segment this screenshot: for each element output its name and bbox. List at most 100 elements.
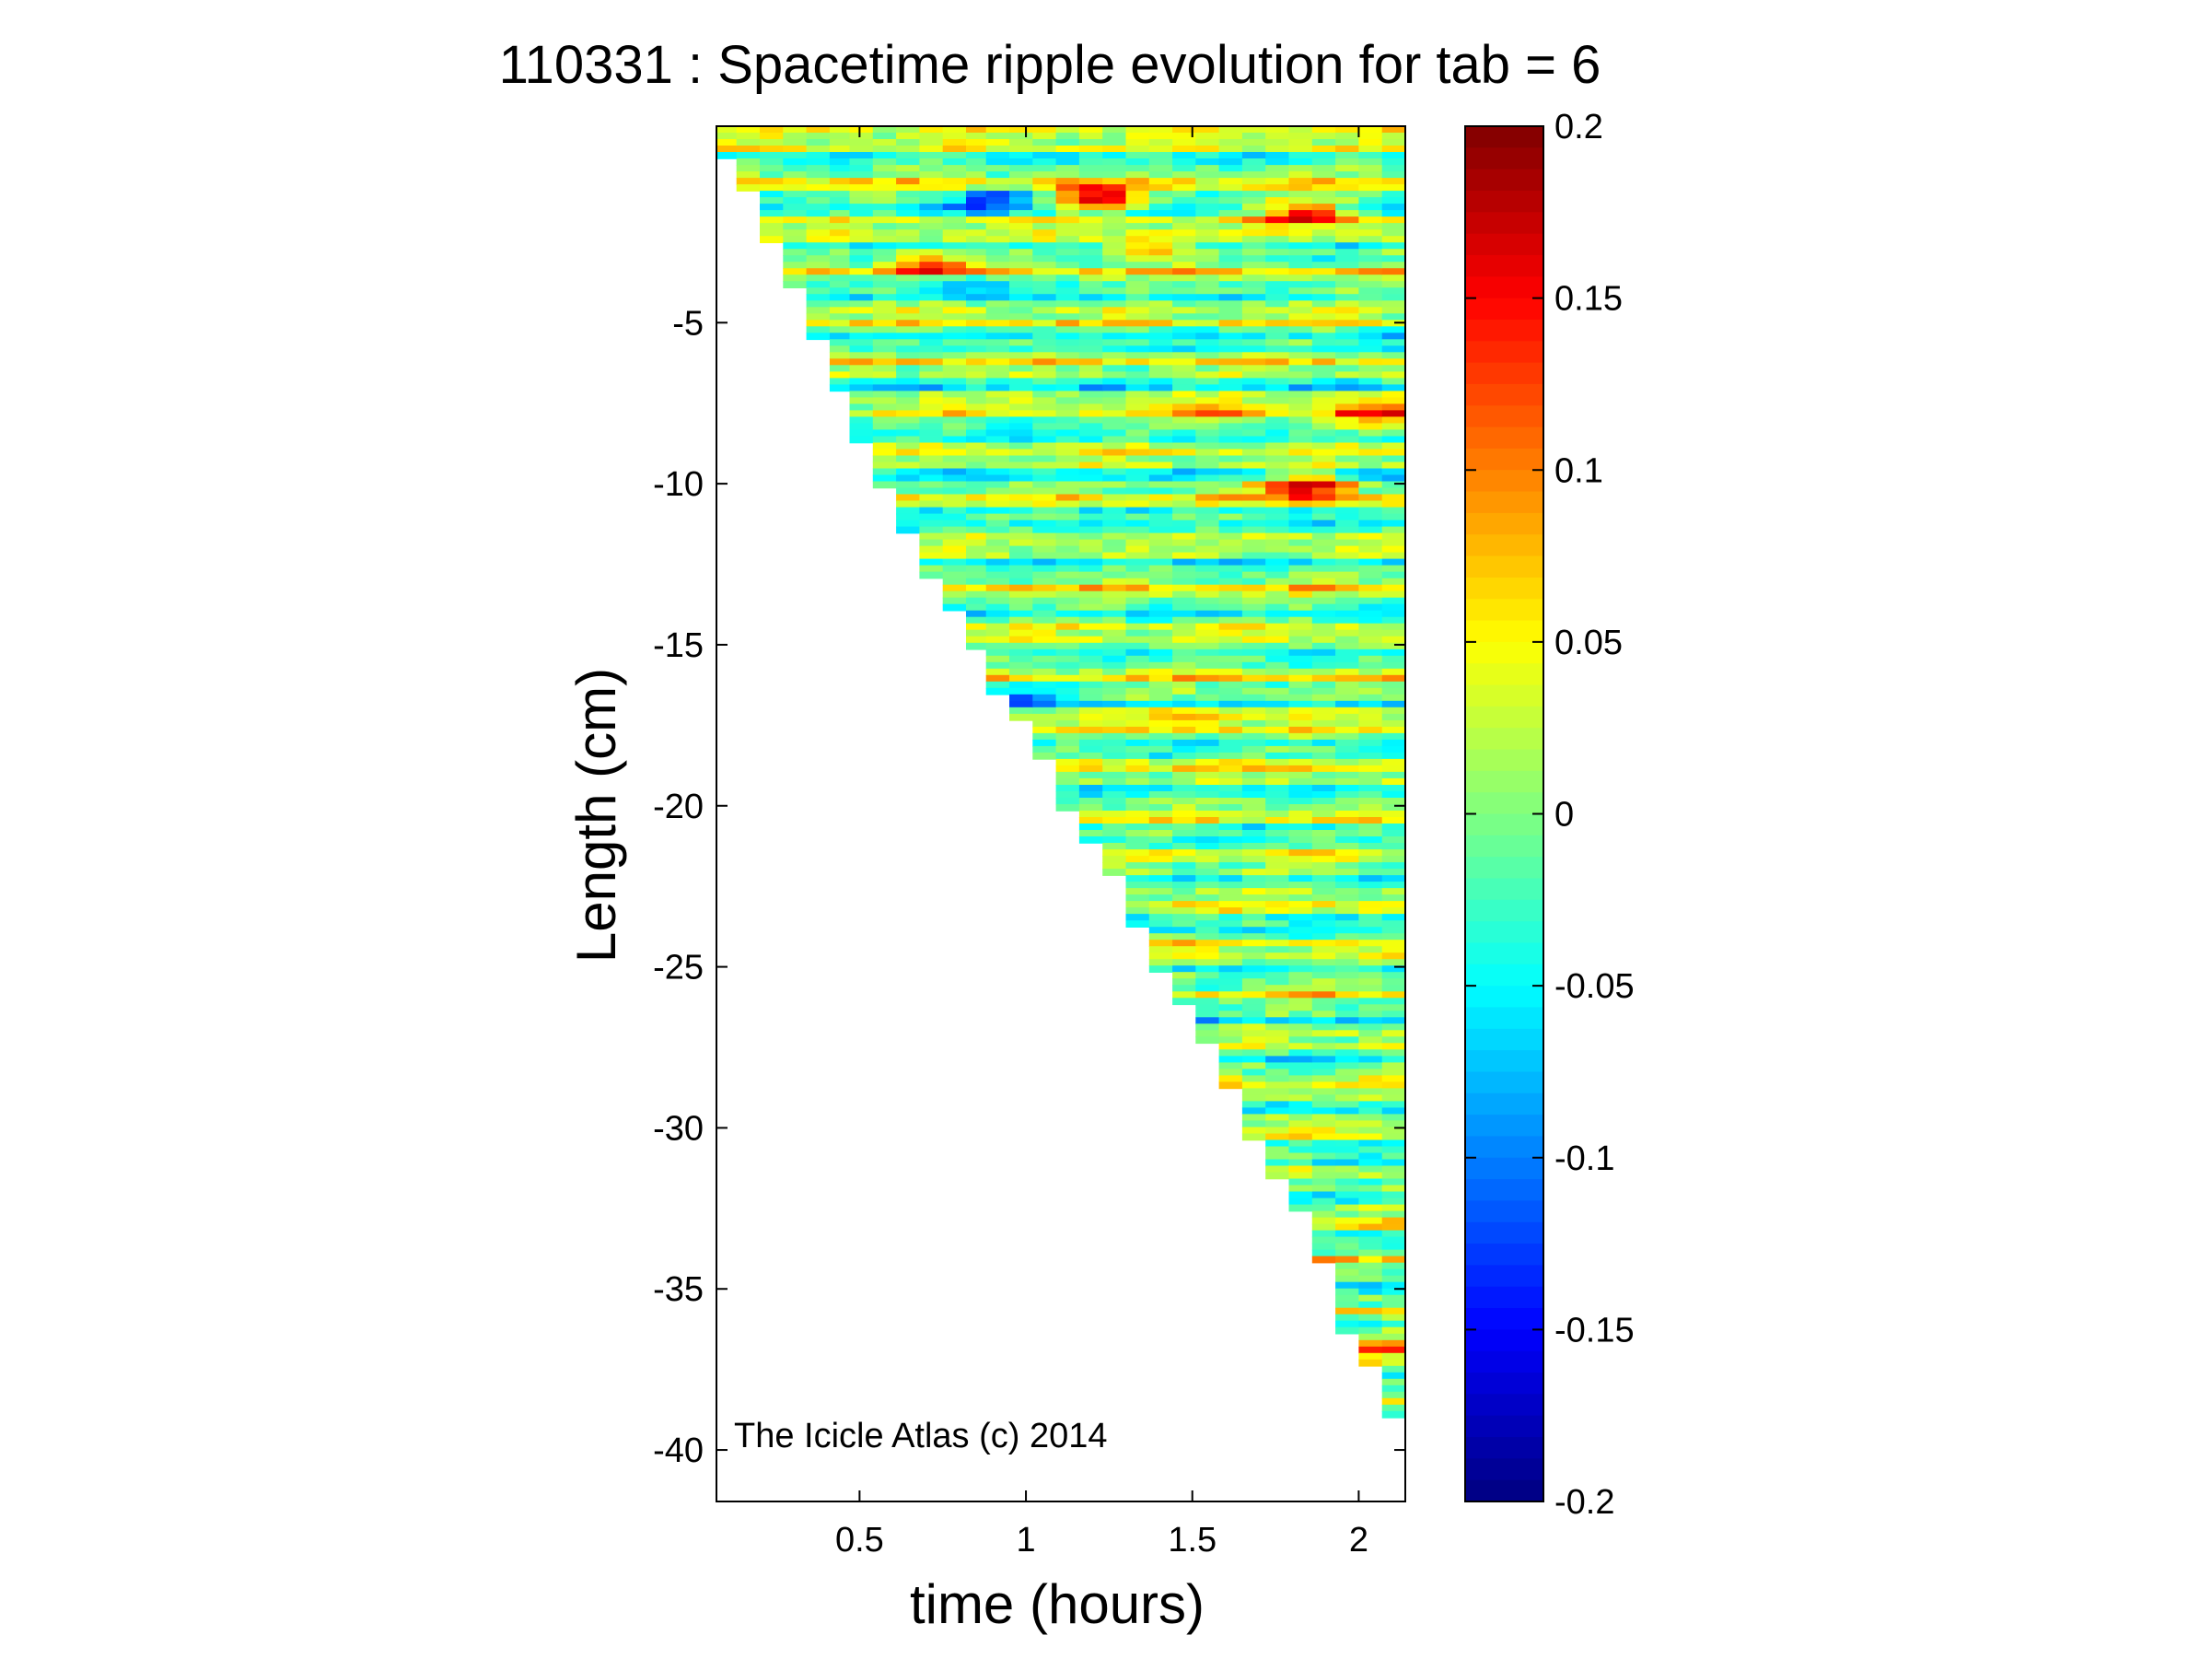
heatmap-cell [1125,920,1150,928]
heatmap-cell [1265,745,1290,754]
heatmap-cell [1358,681,1383,689]
heatmap-cell [1381,333,1405,341]
heatmap-cell [1172,765,1197,773]
heatmap-cell [1102,455,1127,463]
heatmap-cell [1009,571,1034,579]
heatmap-cell [806,255,831,263]
heatmap-cell [896,287,921,295]
heatmap-cell [1311,817,1336,824]
heatmap-cell [829,365,851,373]
heatmap-cell [942,158,967,166]
heatmap-cell [942,584,967,592]
heatmap-cell [1381,165,1405,172]
heatmap-cell [1125,849,1150,857]
heatmap-cell [1358,946,1383,953]
heatmap-cell [1265,655,1290,663]
heatmap-cell [1381,843,1405,850]
heatmap-cell [1148,165,1173,172]
heatmap-cell [985,661,1010,670]
heatmap-cell [1288,152,1313,159]
heatmap-cell [736,158,761,166]
heatmap-cell [1125,894,1150,902]
heatmap-cell [966,133,987,140]
heatmap-cell [1055,378,1080,386]
heatmap-cell [966,165,987,172]
heatmap-cell [1009,487,1034,496]
heatmap-cell [1241,1127,1266,1135]
heatmap-cell [919,558,944,567]
heatmap-cell [896,152,921,159]
heatmap-cell [1055,610,1080,618]
heatmap-cell [1335,403,1360,412]
heatmap-cell [783,216,808,224]
heatmap-cell [1358,371,1383,380]
heatmap-cell [1102,268,1127,275]
heatmap-cell [1335,1262,1360,1270]
heatmap-cell [1381,423,1405,431]
heatmap-cell [1172,191,1197,198]
heatmap-cell [1172,946,1197,953]
heatmap-cell [1032,726,1057,734]
heatmap-cell [1055,513,1080,521]
heatmap-cell [1195,539,1220,547]
heatmap-cell [1265,661,1290,670]
heatmap-cell [1172,636,1197,644]
heatmap-cell [1381,281,1405,288]
colorbar-tick-label: 0.15 [1554,280,1623,319]
heatmap-cell [1148,603,1173,612]
heatmap-cell [1358,1236,1383,1244]
heatmap-cell [1358,1223,1383,1232]
heatmap-cell [1335,320,1360,328]
heatmap-cell [1102,391,1127,399]
heatmap-cell [1265,694,1290,702]
heatmap-cell [1009,507,1034,515]
heatmap-cell [1148,811,1173,818]
heatmap-cell [1265,707,1290,715]
heatmap-cell [1265,901,1290,908]
heatmap-cell [1288,869,1313,876]
heatmap-cell [1311,1204,1336,1212]
heatmap-cell [1032,371,1057,380]
heatmap-cell [1311,1217,1336,1225]
heatmap-cell [1358,1101,1383,1109]
heatmap-cell [783,171,808,179]
heatmap-cell [872,326,897,334]
heatmap-cell [966,184,987,192]
heatmap-cell [1172,687,1197,695]
heatmap-cell [896,275,921,282]
heatmap-cell [1195,811,1220,818]
heatmap-cell [783,126,808,134]
heatmap-cell [1172,862,1197,870]
heatmap-cell [1381,623,1405,631]
heatmap-cell [919,320,944,328]
heatmap-cell [1381,455,1405,463]
colorbar-tick-label: 0.1 [1554,451,1603,490]
heatmap-cell [1335,1139,1360,1148]
heatmap-cell [1218,520,1243,528]
heatmap-cell [1032,442,1057,450]
colorbar-segment [1465,212,1543,235]
heatmap-cell [1288,313,1313,321]
heatmap-cell [1335,610,1360,618]
heatmap-cell [1172,578,1197,586]
heatmap-cell [1148,700,1173,708]
heatmap-cell [1102,294,1127,301]
heatmap-cell [942,558,967,567]
heatmap-cell [919,526,944,534]
heatmap-cell [1288,707,1313,715]
colorbar-segment [1465,254,1543,277]
heatmap-cell [1381,1107,1405,1116]
heatmap-cell [896,255,921,263]
heatmap-cell [1265,139,1290,146]
heatmap-cell [1078,210,1103,217]
heatmap-cell [1311,1256,1336,1264]
heatmap-cell [1032,584,1057,592]
heatmap-cell [1241,410,1266,418]
heatmap-cell [1358,565,1383,573]
heatmap-cell [1335,229,1360,237]
heatmap-cell [1148,481,1173,489]
heatmap-cell [1288,991,1313,999]
heatmap-cell [1288,468,1313,476]
heatmap-cell [1381,811,1405,818]
heatmap-cell [1125,436,1150,444]
